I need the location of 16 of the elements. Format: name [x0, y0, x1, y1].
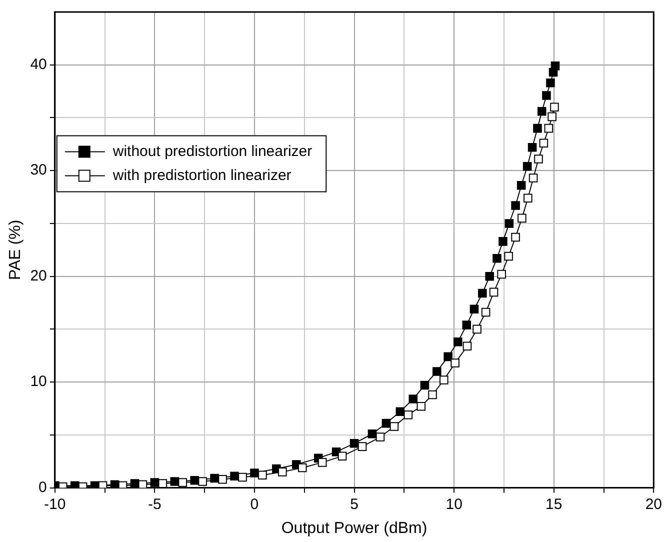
y-axis-title: PAE (%)	[7, 220, 24, 280]
x-tick-label: 0	[250, 496, 259, 513]
x-tick-label: 20	[645, 496, 662, 513]
y-tick-label: 20	[30, 267, 47, 284]
x-tick-label: -5	[148, 496, 162, 513]
x-tick-label: 5	[350, 496, 358, 513]
x-axis-title: Output Power (dBm)	[281, 520, 428, 537]
y-tick-label: 10	[30, 373, 47, 390]
legend-label: without predistortion linearizer	[112, 142, 312, 160]
y-tick-label: 30	[30, 162, 47, 179]
legend-label: with predistortion linearizer	[112, 166, 292, 184]
y-tick-label: 0	[38, 478, 47, 496]
x-tick-label: 15	[546, 496, 562, 513]
x-tick-label: -10	[44, 496, 66, 513]
x-tick-label: 10	[446, 496, 462, 513]
y-tick-label: 40	[30, 56, 47, 74]
